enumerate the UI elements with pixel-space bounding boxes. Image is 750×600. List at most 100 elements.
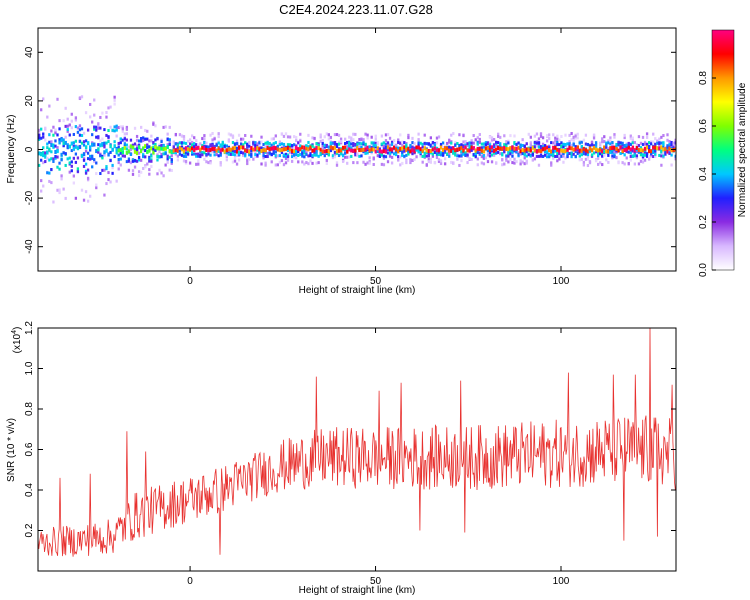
spectrogram-cell bbox=[331, 141, 335, 145]
spectrogram-cell bbox=[596, 152, 600, 156]
spectrogram-cell bbox=[431, 147, 435, 152]
spectrogram-cell bbox=[439, 142, 443, 146]
spectrogram-cell bbox=[556, 137, 559, 141]
spectrogram-cell bbox=[480, 142, 484, 146]
spectrogram-cell bbox=[319, 152, 322, 156]
spectrogram-cell bbox=[80, 188, 84, 192]
spectrogram-cell bbox=[470, 145, 473, 150]
spectrogram-cell bbox=[284, 154, 288, 158]
spectrogram-cell bbox=[584, 148, 588, 153]
spectrogram-cell bbox=[42, 135, 45, 139]
spectrogram-cell bbox=[113, 155, 116, 159]
spectrogram-cell bbox=[154, 138, 157, 142]
spectrogram-cell bbox=[486, 149, 490, 153]
spectrogram-cell bbox=[537, 154, 541, 158]
spectrogram-cell bbox=[415, 145, 418, 150]
spectrogram-cell bbox=[380, 142, 384, 146]
spectrogram-cell bbox=[168, 125, 171, 129]
spectrogram-cell bbox=[154, 142, 157, 146]
spectrogram-cell bbox=[435, 136, 439, 140]
spectrogram-cell bbox=[201, 153, 204, 157]
spectrogram-cell bbox=[552, 152, 555, 156]
spectrogram-cell bbox=[450, 141, 453, 145]
spectrogram-cell bbox=[362, 147, 365, 152]
spectrogram-cell bbox=[431, 152, 435, 156]
spectrogram-cell bbox=[488, 135, 492, 139]
spectrogram-cell bbox=[460, 143, 463, 147]
spectrogram-cell bbox=[40, 158, 43, 162]
spectrogram-cell bbox=[448, 145, 451, 149]
spectrogram-cell bbox=[42, 184, 45, 188]
spectrogram-cell bbox=[511, 145, 514, 150]
spectrogram-cell bbox=[103, 128, 106, 132]
spectrogram-cell bbox=[425, 154, 428, 158]
spectrogram-cell bbox=[664, 152, 667, 156]
spectrogram-cell bbox=[562, 160, 565, 164]
spectrogram-cell bbox=[401, 153, 404, 157]
spectrogram-cell bbox=[670, 153, 673, 157]
spectrogram-cell bbox=[135, 159, 139, 163]
spectrogram-cell bbox=[82, 198, 86, 202]
spectrogram-cell bbox=[74, 152, 78, 156]
spectrogram-cell bbox=[413, 142, 416, 146]
spectrogram-cell bbox=[209, 161, 212, 165]
spectrogram-cell bbox=[133, 149, 137, 154]
spectrogram-cell bbox=[660, 154, 663, 158]
spectrogram-cell bbox=[552, 148, 555, 152]
spectrogram-cell bbox=[399, 146, 402, 151]
spectrogram-cell bbox=[470, 158, 473, 162]
spectrogram-cell bbox=[182, 147, 186, 151]
spectrogram-cell bbox=[656, 139, 659, 143]
spectrogram-cell bbox=[388, 151, 392, 155]
spectrogram-cell bbox=[70, 119, 73, 123]
spectrogram-cell bbox=[193, 136, 196, 140]
spectrogram-cell bbox=[645, 142, 649, 146]
spectrogram-cell bbox=[605, 158, 608, 162]
spectrogram-cell bbox=[337, 142, 341, 146]
spectrogram-cell bbox=[321, 138, 324, 142]
spectrogram-cell bbox=[448, 140, 451, 144]
spectrogram-cell bbox=[46, 150, 49, 155]
spectrogram-cell bbox=[497, 145, 500, 150]
spectrogram-cell bbox=[556, 140, 559, 144]
spectrogram-cell bbox=[325, 143, 328, 147]
spectrogram-cell bbox=[176, 154, 180, 158]
spectrogram-cell bbox=[264, 155, 267, 159]
spectrogram-cell bbox=[527, 147, 531, 152]
spectrogram-cell bbox=[382, 154, 386, 158]
spectrogram-cell bbox=[301, 154, 304, 158]
spectrogram-cell bbox=[325, 132, 328, 136]
spectrogram-cell bbox=[668, 146, 671, 151]
spectrogram-cell bbox=[201, 150, 204, 154]
spectrogram-cell bbox=[288, 143, 292, 147]
spectrogram-cell bbox=[233, 145, 237, 150]
spectrogram-cell bbox=[413, 157, 416, 161]
spectrogram-cell bbox=[419, 154, 422, 158]
spectrogram-cell bbox=[333, 133, 337, 137]
spectrogram-cell bbox=[52, 133, 55, 137]
spectrogram-cell bbox=[166, 144, 169, 149]
spectrogram-cell bbox=[268, 141, 271, 145]
spectrogram-cell bbox=[523, 153, 526, 157]
spectrogram-cell bbox=[72, 132, 75, 136]
spectrogram-cell bbox=[321, 144, 324, 148]
spectrogram-cell bbox=[323, 145, 326, 149]
spectrogram-cell bbox=[182, 135, 186, 139]
spectrogram-cell bbox=[613, 145, 616, 150]
spectrogram-cell bbox=[417, 145, 420, 150]
spectrogram-cell bbox=[123, 132, 126, 136]
spectrogram-cell bbox=[603, 150, 606, 154]
spectrogram-cell bbox=[166, 154, 169, 158]
spectrogram-cell bbox=[221, 143, 224, 147]
spectrogram-cell bbox=[282, 142, 286, 146]
spectrogram-cell bbox=[93, 158, 96, 162]
spectrogram-cell bbox=[293, 149, 296, 154]
spectrogram-cell bbox=[184, 154, 188, 158]
spectrogram-cell bbox=[476, 163, 479, 167]
spectrogram-cell bbox=[205, 147, 208, 152]
spectrogram-cell bbox=[333, 152, 337, 156]
spectrogram-cell bbox=[293, 147, 296, 151]
spectrogram-cell bbox=[239, 137, 243, 141]
spectrogram-cell bbox=[66, 128, 69, 132]
spectrogram-cell bbox=[119, 163, 122, 167]
